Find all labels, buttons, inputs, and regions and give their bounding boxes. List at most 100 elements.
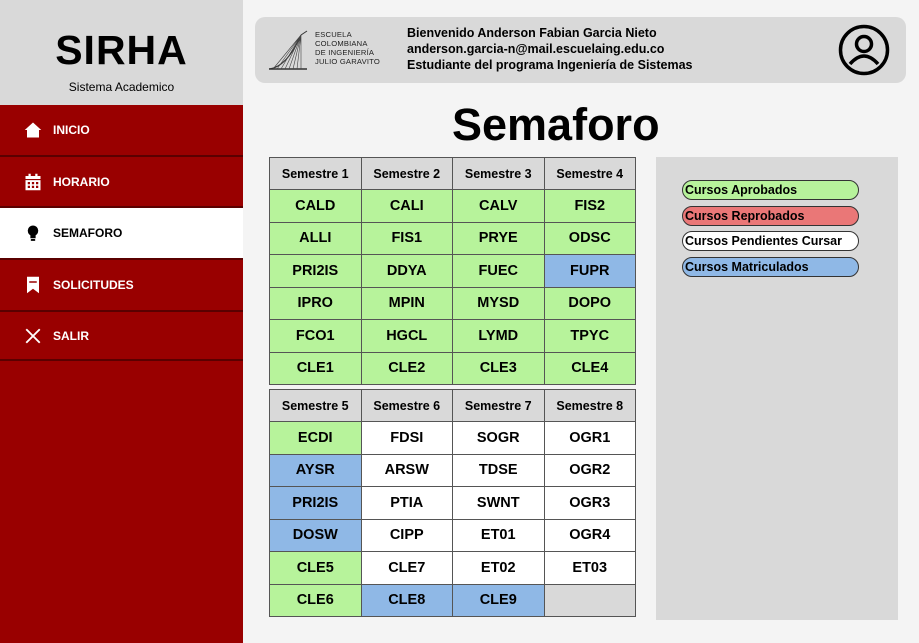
course-cell[interactable]: CLE7 xyxy=(360,551,453,585)
course-cell[interactable]: PTIA xyxy=(360,486,453,520)
course-cell[interactable]: AYSR xyxy=(269,453,362,487)
table-row: DOSW CIPP ET01 OGR4 xyxy=(269,518,636,552)
course-cell[interactable]: OGR4 xyxy=(543,518,636,552)
legend-approved: Cursos Aprobados xyxy=(682,180,859,200)
table-row: IPRO MPIN MYSD DOPO xyxy=(269,286,636,320)
course-cell[interactable]: IPRO xyxy=(269,286,362,320)
sidebar-item-inicio[interactable]: INICIO xyxy=(0,105,243,157)
table-row: PRI2IS DDYA FUEC FUPR xyxy=(269,254,636,288)
table-row: ECDI FDSI SOGR OGR1 xyxy=(269,421,636,455)
legend-failed: Cursos Reprobados xyxy=(682,206,859,226)
course-cell[interactable]: LYMD xyxy=(452,319,545,353)
course-cell[interactable]: CALD xyxy=(269,189,362,223)
course-cell[interactable]: SOGR xyxy=(452,421,545,455)
course-cell[interactable]: ECDI xyxy=(269,421,362,455)
lightbulb-icon xyxy=(24,224,42,242)
bookmark-icon xyxy=(24,276,42,294)
welcome-text: Bienvenido Anderson Fabian Garcia Nieto xyxy=(407,26,657,40)
course-cell[interactable]: OGR1 xyxy=(543,421,636,455)
column-header: Semestre 1 xyxy=(269,157,362,190)
course-cell[interactable]: FIS2 xyxy=(543,189,636,223)
course-cell[interactable]: FIS1 xyxy=(360,221,453,255)
course-cell[interactable]: FUPR xyxy=(543,254,636,288)
course-cell[interactable]: OGR3 xyxy=(543,486,636,520)
user-icon[interactable] xyxy=(838,24,890,76)
course-cell[interactable]: FCO1 xyxy=(269,319,362,353)
course-cell[interactable]: ET01 xyxy=(452,518,545,552)
school-logo: Escuela Colombiana de Ingeniería Julio G… xyxy=(267,29,385,75)
course-cell[interactable]: PRI2IS xyxy=(269,254,362,288)
semester-table-1: Semestre 1 Semestre 2 Semestre 3 Semestr… xyxy=(269,157,636,385)
table-row: AYSR ARSW TDSE OGR2 xyxy=(269,453,636,487)
calendar-icon xyxy=(24,173,42,191)
course-cell[interactable]: ALLI xyxy=(269,221,362,255)
table-row: FCO1 HGCL LYMD TPYC xyxy=(269,319,636,353)
course-cell[interactable]: MPIN xyxy=(360,286,453,320)
sidebar-item-horario[interactable]: HORARIO xyxy=(0,157,243,208)
legend-pending: Cursos Pendientes Cursar xyxy=(682,231,859,251)
course-cell[interactable]: CLE8 xyxy=(360,583,453,617)
course-cell[interactable]: TPYC xyxy=(543,319,636,353)
sidebar-item-label: HORARIO xyxy=(53,174,110,189)
table-header-row: Semestre 1 Semestre 2 Semestre 3 Semestr… xyxy=(269,157,636,190)
sidebar-item-label: SALIR xyxy=(53,328,89,343)
app-title: SIRHA xyxy=(55,27,188,73)
course-cell[interactable]: CLE4 xyxy=(543,351,636,385)
table-row: PRI2IS PTIA SWNT OGR3 xyxy=(269,486,636,520)
empty-cell xyxy=(543,583,636,617)
sidebar-item-label: SEMAFORO xyxy=(53,226,123,240)
app-subtitle: Sistema Academico xyxy=(68,80,175,94)
column-header: Semestre 6 xyxy=(360,389,453,422)
sidebar-item-label: INICIO xyxy=(53,123,90,137)
course-cell[interactable]: CLE9 xyxy=(452,583,545,617)
column-header: Semestre 2 xyxy=(360,157,453,190)
course-cell[interactable]: HGCL xyxy=(360,319,453,353)
column-header: Semestre 5 xyxy=(269,389,362,422)
page-title: Semaforo xyxy=(452,99,660,150)
course-cell[interactable]: ET02 xyxy=(452,551,545,585)
sidebar-item-salir[interactable]: SALIR xyxy=(0,312,243,361)
course-cell[interactable]: CLE1 xyxy=(269,351,362,385)
table-row: CLE6 CLE8 CLE9 xyxy=(269,583,636,617)
school-logo-mark-icon xyxy=(268,30,308,70)
table-row: CLE1 CLE2 CLE3 CLE4 xyxy=(269,351,636,385)
sidebar-item-solicitudes[interactable]: SOLICITUDES xyxy=(0,260,243,312)
course-cell[interactable]: DDYA xyxy=(360,254,453,288)
course-cell[interactable]: CLE2 xyxy=(360,351,453,385)
course-cell[interactable]: PRYE xyxy=(452,221,545,255)
course-cell[interactable]: MYSD xyxy=(452,286,545,320)
table-header-row: Semestre 5 Semestre 6 Semestre 7 Semestr… xyxy=(269,389,636,422)
course-cell[interactable]: CALV xyxy=(452,189,545,223)
user-program: Estudiante del programa Ingeniería de Si… xyxy=(407,58,693,72)
home-icon xyxy=(24,121,42,139)
column-header: Semestre 4 xyxy=(543,157,636,190)
course-cell[interactable]: CLE3 xyxy=(452,351,545,385)
school-name: Escuela Colombiana de Ingeniería Julio G… xyxy=(315,30,380,66)
course-cell[interactable]: CLE5 xyxy=(269,551,362,585)
course-cell[interactable]: ARSW xyxy=(360,453,453,487)
user-info: Bienvenido Anderson Fabian Garcia Nieto … xyxy=(407,25,693,73)
semester-table-2: Semestre 5 Semestre 6 Semestre 7 Semestr… xyxy=(269,389,636,617)
legend-enrolled: Cursos Matriculados xyxy=(682,257,859,277)
course-cell[interactable]: ET03 xyxy=(543,551,636,585)
table-row: CLE5 CLE7 ET02 ET03 xyxy=(269,551,636,585)
course-cell[interactable]: DOSW xyxy=(269,518,362,552)
course-cell[interactable]: CIPP xyxy=(360,518,453,552)
course-cell[interactable]: TDSE xyxy=(452,453,545,487)
brand: SIRHA Sistema Academico xyxy=(0,0,243,105)
course-cell[interactable]: ODSC xyxy=(543,221,636,255)
course-cell[interactable]: CLE6 xyxy=(269,583,362,617)
column-header: Semestre 3 xyxy=(452,157,545,190)
course-cell[interactable]: SWNT xyxy=(452,486,545,520)
course-cell[interactable]: DOPO xyxy=(543,286,636,320)
close-icon xyxy=(24,327,42,345)
course-cell[interactable]: FDSI xyxy=(360,421,453,455)
course-cell[interactable]: PRI2IS xyxy=(269,486,362,520)
course-cell[interactable]: FUEC xyxy=(452,254,545,288)
course-cell[interactable]: CALI xyxy=(360,189,453,223)
column-header: Semestre 8 xyxy=(543,389,636,422)
course-cell[interactable]: OGR2 xyxy=(543,453,636,487)
legend-panel: Cursos Aprobados Cursos Reprobados Curso… xyxy=(656,157,898,620)
column-header: Semestre 7 xyxy=(452,389,545,422)
sidebar-item-semaforo[interactable]: SEMAFORO xyxy=(0,208,243,260)
